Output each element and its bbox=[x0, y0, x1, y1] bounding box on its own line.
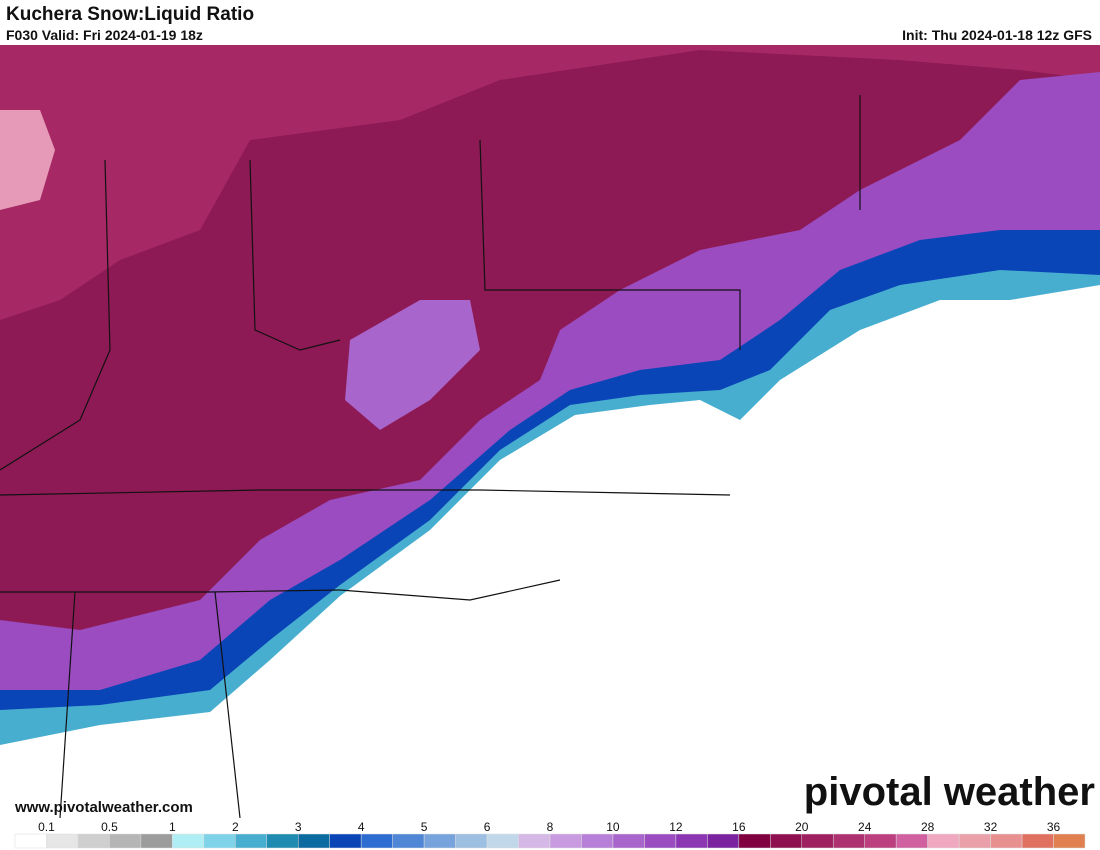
legend-label: 20 bbox=[795, 820, 809, 834]
legend-swatch bbox=[990, 833, 1023, 849]
legend-label: 5 bbox=[421, 820, 428, 834]
legend-swatch bbox=[360, 833, 393, 849]
legend-swatch bbox=[1053, 833, 1086, 849]
legend-swatch bbox=[46, 833, 79, 849]
legend-swatch bbox=[612, 833, 645, 849]
legend-swatch bbox=[864, 833, 897, 849]
init-time: Init: Thu 2024-01-18 12z GFS bbox=[902, 27, 1092, 43]
legend-label: 8 bbox=[547, 820, 554, 834]
legend-label: 1 bbox=[169, 820, 176, 834]
legend-swatch bbox=[581, 833, 614, 849]
legend-swatch bbox=[77, 833, 110, 849]
legend-label: 10 bbox=[606, 820, 620, 834]
legend-swatch bbox=[644, 833, 677, 849]
legend-label: 2 bbox=[232, 820, 239, 834]
legend-swatch bbox=[235, 833, 268, 849]
legend-swatch bbox=[392, 833, 425, 849]
title: Kuchera Snow:Liquid Ratio bbox=[6, 4, 255, 25]
legend-label: 36 bbox=[1047, 820, 1061, 834]
legend-swatch bbox=[266, 833, 299, 849]
legend-swatch bbox=[675, 833, 708, 849]
legend-label: 24 bbox=[858, 820, 872, 834]
legend-swatch bbox=[455, 833, 488, 849]
legend-swatch bbox=[518, 833, 551, 849]
legend-swatch bbox=[14, 833, 47, 849]
website: www.pivotalweather.com bbox=[14, 799, 193, 816]
map-field bbox=[0, 45, 1100, 818]
legend-label: 0.5 bbox=[101, 820, 118, 834]
logo: pivotal weather bbox=[804, 770, 1095, 814]
legend-swatch bbox=[738, 833, 771, 849]
legend-swatch bbox=[329, 833, 362, 849]
legend-label: 16 bbox=[732, 820, 746, 834]
legend-label: 12 bbox=[669, 820, 683, 834]
legend-swatch bbox=[486, 833, 519, 849]
legend-swatch bbox=[109, 833, 142, 849]
legend-label: 0.1 bbox=[38, 820, 55, 834]
legend-label: 32 bbox=[984, 820, 998, 834]
legend-swatch bbox=[549, 833, 582, 849]
legend-swatch bbox=[801, 833, 834, 849]
legend-swatch bbox=[1021, 833, 1054, 849]
legend-swatch bbox=[423, 833, 456, 849]
legend-swatch bbox=[770, 833, 803, 849]
legend-swatch bbox=[927, 833, 960, 849]
valid-time: F030 Valid: Fri 2024-01-19 18z bbox=[6, 27, 203, 43]
legend-swatch bbox=[140, 833, 173, 849]
legend-label: 4 bbox=[358, 820, 365, 834]
legend-label: 6 bbox=[484, 820, 491, 834]
legend-swatch bbox=[172, 833, 205, 849]
legend-swatch bbox=[707, 833, 740, 849]
legend-swatch bbox=[297, 833, 330, 849]
legend: 0.1 0.5 1 2 3 4 5 6 8 10 12 16 20 24 28 32 36 bbox=[14, 820, 1086, 849]
legend-swatch bbox=[203, 833, 236, 849]
legend-label: 3 bbox=[295, 820, 302, 834]
legend-swatch bbox=[832, 833, 865, 849]
legend-swatch bbox=[958, 833, 991, 849]
legend-label: 28 bbox=[921, 820, 935, 834]
legend-swatch bbox=[895, 833, 928, 849]
